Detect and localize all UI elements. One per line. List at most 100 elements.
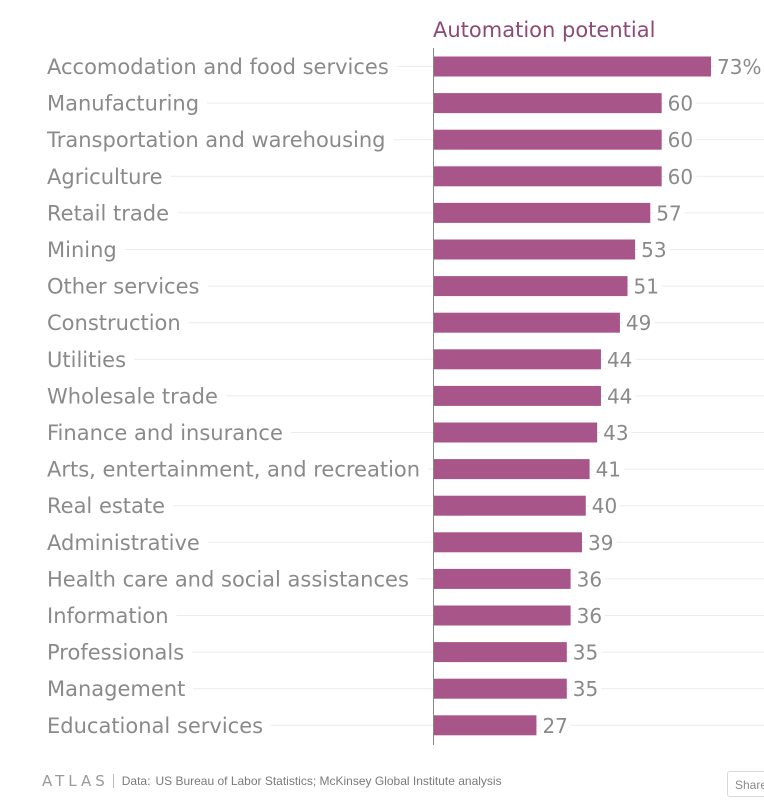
bar <box>434 532 582 553</box>
bar <box>434 385 601 406</box>
bar <box>434 349 601 370</box>
value-label-background <box>588 494 621 519</box>
source-text: US Bureau of Labor Statistics; McKinsey … <box>155 774 502 788</box>
category-label: Educational services <box>47 714 263 738</box>
bar <box>434 239 636 260</box>
value-label-background <box>664 164 697 189</box>
value-label-background <box>569 677 602 702</box>
value-label: 44 <box>607 384 632 408</box>
value-label-background <box>539 713 571 738</box>
value-label-background <box>584 530 617 555</box>
category-label: Management <box>47 677 185 701</box>
category-label: Other services <box>47 275 199 299</box>
value-label: 27 <box>542 714 567 738</box>
category-label: Construction <box>47 311 181 335</box>
category-label: Manufacturing <box>47 92 199 116</box>
category-labels: Accomodation and food services Manufactur… <box>38 55 429 738</box>
bar <box>434 568 571 589</box>
value-label-background <box>630 274 662 299</box>
value-label: 60 <box>668 128 693 152</box>
value-label-background <box>664 91 697 116</box>
category-label-background <box>39 347 135 372</box>
logo-separator <box>112 774 114 788</box>
value-label: 57 <box>656 201 681 225</box>
bar <box>434 422 598 443</box>
source-prefix: Data: <box>121 774 151 788</box>
category-label-background <box>39 604 177 628</box>
value-label-background <box>603 384 636 409</box>
category-label: Real estate <box>47 494 165 518</box>
bar-chart: Automation potential Accomodation and fo… <box>38 18 764 745</box>
chart-footer: ATLAS Data: US Bureau of Labor Statistic… <box>42 771 502 791</box>
category-label: Finance and insurance <box>47 421 283 445</box>
bar <box>434 312 620 333</box>
value-label-background <box>573 604 606 628</box>
bar <box>434 459 590 480</box>
category-label: Mining <box>47 238 117 262</box>
bar <box>434 129 662 150</box>
value-label-background <box>664 128 697 153</box>
bar <box>434 605 571 626</box>
value-label-background <box>569 640 602 665</box>
value-label: 35 <box>573 641 598 665</box>
category-label: Information <box>47 604 169 628</box>
value-label: 35 <box>573 677 598 701</box>
category-label: Health care and social assistances <box>47 567 409 591</box>
value-label: 49 <box>626 311 651 335</box>
category-label: Retail trade <box>47 201 169 225</box>
value-label-background <box>714 55 764 79</box>
category-label: Professionals <box>47 641 184 665</box>
category-label: Accomodation and food services <box>47 55 389 79</box>
value-label: 36 <box>577 567 602 591</box>
bars <box>434 56 711 736</box>
category-label-background <box>39 421 291 445</box>
bar <box>434 276 628 297</box>
value-label: 44 <box>607 348 632 372</box>
bar <box>434 715 537 736</box>
category-label: Agriculture <box>47 165 163 189</box>
category-label-background <box>39 567 417 592</box>
value-label: 41 <box>596 458 621 482</box>
category-label-background <box>39 530 208 555</box>
value-label: 51 <box>634 275 659 299</box>
category-label: Arts, entertainment, and recreation <box>47 458 420 482</box>
category-label-background <box>39 91 208 116</box>
value-label-background <box>622 311 655 336</box>
category-label-background <box>39 640 193 665</box>
bar <box>434 166 662 187</box>
bar <box>434 56 711 77</box>
share-button[interactable]: Share <box>727 771 764 797</box>
chart-column-title: Automation potential <box>433 18 655 42</box>
value-label: 39 <box>588 531 613 555</box>
value-label-background <box>573 567 606 592</box>
category-label-background <box>39 201 178 226</box>
category-label-background <box>39 457 429 482</box>
category-label-background <box>39 677 194 702</box>
bar <box>434 202 651 223</box>
value-label-background <box>600 421 632 445</box>
value-label-background <box>638 238 670 262</box>
value-label: 36 <box>577 604 602 628</box>
category-label-background <box>39 55 397 79</box>
value-label: 40 <box>592 494 617 518</box>
bar <box>434 495 586 516</box>
bar <box>434 678 567 699</box>
category-label: Wholesale trade <box>47 384 218 408</box>
category-label-background <box>39 384 226 409</box>
category-label-background <box>39 713 272 738</box>
category-label: Utilities <box>47 348 126 372</box>
value-label: 60 <box>668 92 693 116</box>
category-label-background <box>39 311 189 336</box>
category-label-background <box>39 238 125 262</box>
bar <box>434 93 662 114</box>
value-label-background <box>603 347 636 372</box>
value-label: 60 <box>668 165 693 189</box>
category-label-background <box>39 164 171 189</box>
bar <box>434 642 567 663</box>
category-label: Administrative <box>47 531 200 555</box>
value-label-background <box>592 457 625 482</box>
category-label-background <box>39 494 174 519</box>
category-label: Transportation and warehousing <box>46 128 386 152</box>
category-label-background <box>38 128 394 153</box>
